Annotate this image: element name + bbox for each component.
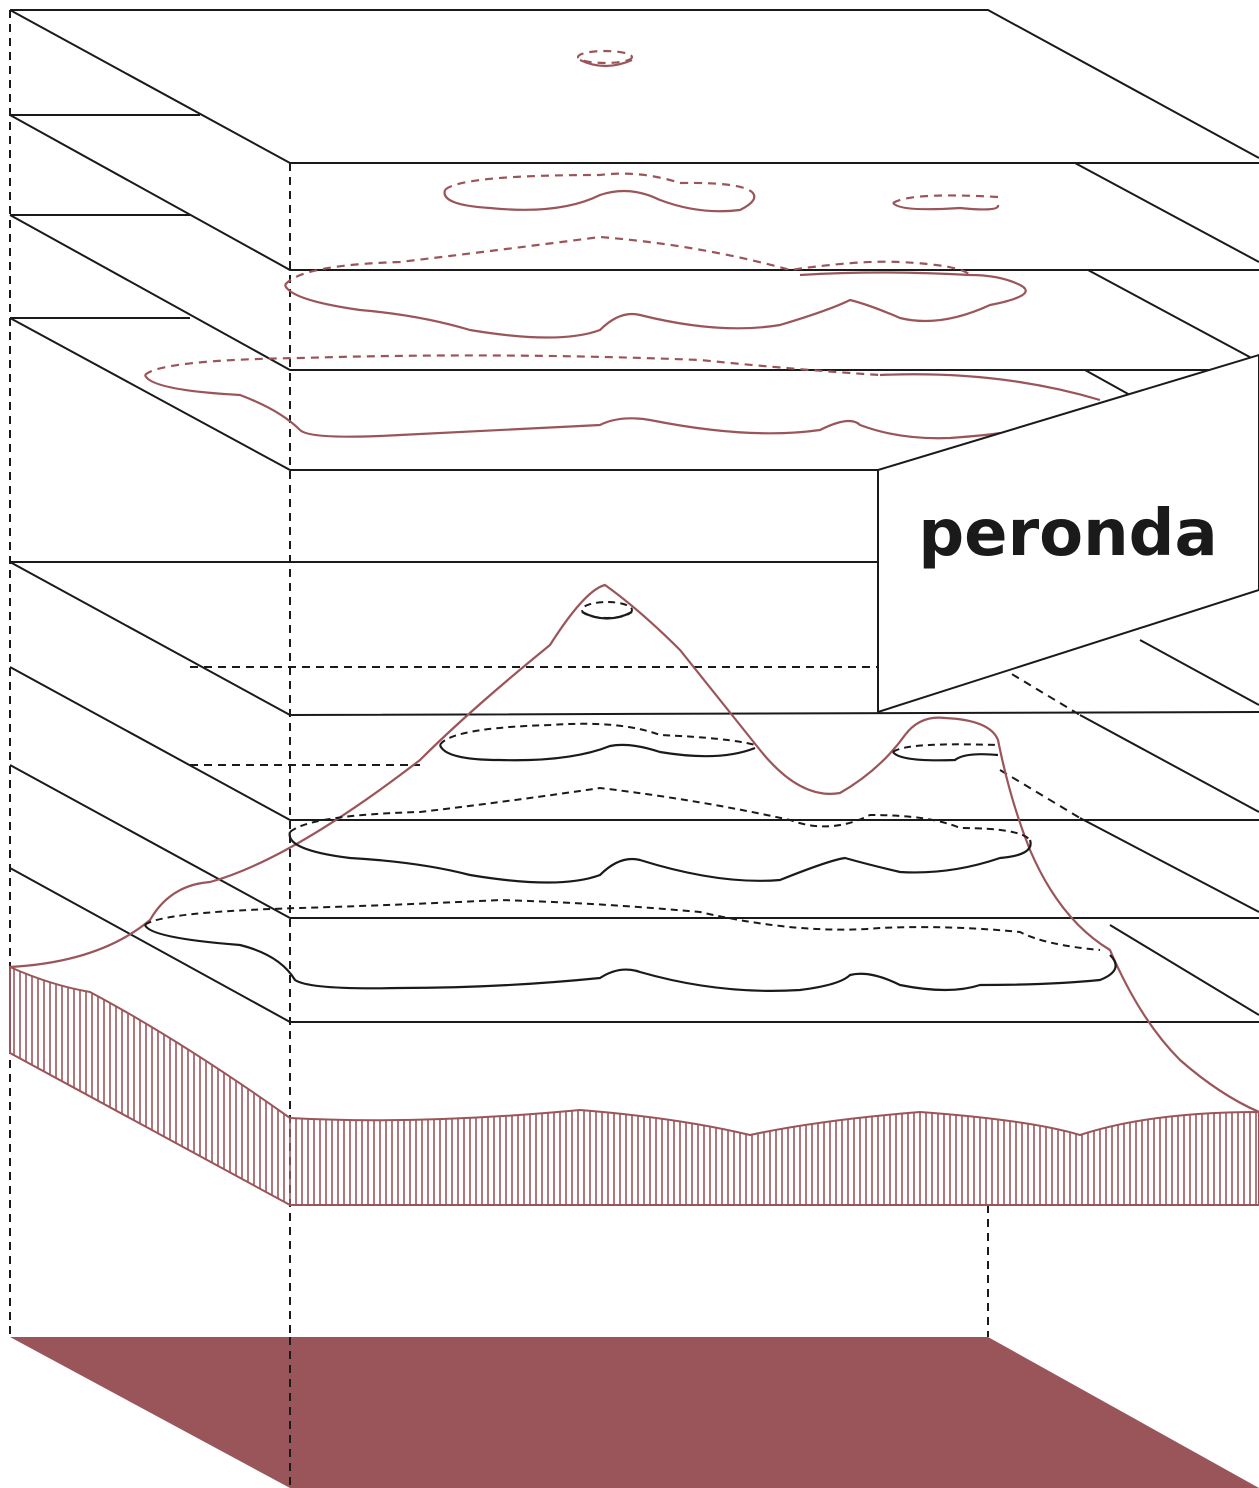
lower-layers <box>9 561 1259 1023</box>
mountain <box>9 583 1259 1114</box>
guides <box>9 10 1081 1488</box>
brand-label: peronda <box>918 497 1217 571</box>
upper-layers <box>9 9 1259 471</box>
base-plane <box>10 1337 1259 1488</box>
label-box: peronda <box>877 353 1259 714</box>
red-contours <box>143 49 1101 440</box>
ground-strip <box>9 965 1259 1206</box>
